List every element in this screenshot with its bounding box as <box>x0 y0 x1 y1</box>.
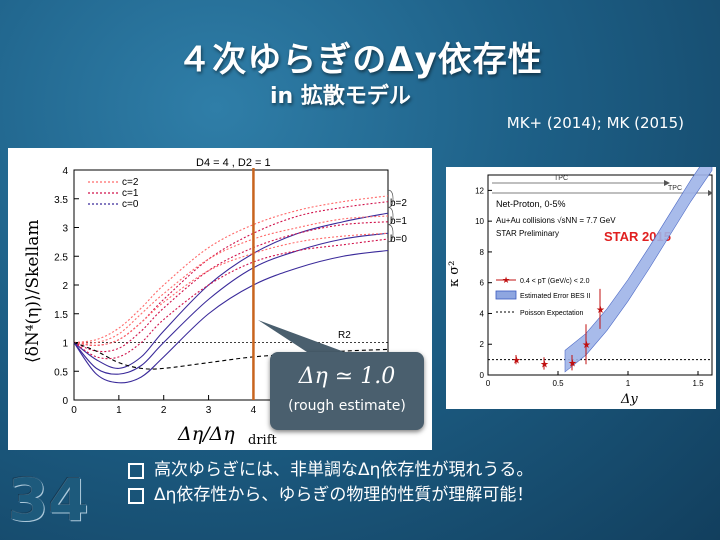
references: MK+ (2014); MK (2015) <box>506 114 684 132</box>
legend-c2: c=2 <box>122 177 139 188</box>
star-data-plot: TPC TPC Net-Proton, 0-5% Au+Au collision… <box>446 147 716 409</box>
x-tick-label: 4 <box>251 405 257 416</box>
b2-label: b=2 <box>390 198 407 209</box>
slide-subtitle: in 拡散モデル <box>270 84 411 109</box>
prelim-label: STAR Preliminary <box>496 229 559 238</box>
b-brace <box>387 207 394 225</box>
x-tick-label: 1 <box>116 405 122 416</box>
y-tick-label: 3.5 <box>54 195 68 206</box>
slide-title: ４次ゆらぎのΔy依存性 <box>177 40 543 80</box>
r2-label: R2 <box>338 330 351 341</box>
star-axes: 0 2 4 6 8 10 12 0 0.5 1 1.5 <box>475 186 704 388</box>
plot-header: D4 = 4 , D2 = 1 <box>196 157 271 169</box>
legend-error: Estimated Error BES II <box>520 293 590 300</box>
star-y-tick-label: 12 <box>475 186 484 195</box>
error-band <box>564 147 713 373</box>
y-axis-label: ⟨δN⁴(η)⟩/Skellam <box>23 219 43 363</box>
bullet-text-2: Δη依存性から、ゆらぎの物理的性質が理解可能！ <box>154 485 534 505</box>
legend-c0: c=0 <box>122 199 139 210</box>
star-x-tick-label: 0.5 <box>552 379 564 388</box>
x-tick-label: 3 <box>206 405 212 416</box>
star-y-tick-label: 2 <box>480 340 485 349</box>
b-brace <box>387 189 394 208</box>
y-tick-label: 4 <box>62 166 68 177</box>
net-proton-label: Net-Proton, 0-5% <box>496 199 566 209</box>
star-y-tick-label: 6 <box>480 279 485 288</box>
b-brace <box>387 224 394 243</box>
x-axis-label-sub: drift <box>248 433 278 448</box>
curve-b-0-c-1 <box>73 238 389 360</box>
y-tick-label: 0.5 <box>54 367 68 378</box>
star-y-label: κ σ² <box>447 261 462 287</box>
star-point: ★ <box>512 356 521 367</box>
b0-label: b=0 <box>390 234 407 245</box>
legend-c1: c=1 <box>122 188 139 199</box>
star-x-tick-label: 1 <box>626 379 631 388</box>
y-tick-label: 3 <box>62 224 68 235</box>
x-tick-label: 0 <box>71 405 77 416</box>
curve-b-2-c-0 <box>73 212 389 369</box>
legend-poisson: Poisson Expectation <box>520 310 584 317</box>
curve-b-0-c-2 <box>73 232 389 346</box>
tpc-label-2: TPC <box>668 185 682 192</box>
curve-b-0-c-0 <box>73 249 389 384</box>
plot-legend: c=2 c=1 c=0 <box>88 177 139 210</box>
star-x-label: Δy <box>620 392 638 407</box>
star-y-tick-label: 4 <box>480 309 485 318</box>
tpc-label-1: TPC <box>554 175 568 182</box>
star-y-tick-label: 10 <box>475 217 484 226</box>
plot-curves <box>73 168 394 400</box>
checkbox-bullet-icon <box>128 462 144 479</box>
svg-text:★: ★ <box>502 276 510 286</box>
star-point: ★ <box>582 340 591 351</box>
slide-number: 34 <box>8 466 89 534</box>
x-tick-label: 2 <box>161 405 167 416</box>
y-tick-label: 1.5 <box>54 310 68 321</box>
diffusion-model-plot: D4 = 4 , D2 = 1 00.511.522.533.540123456… <box>8 148 432 450</box>
callout-box: Δη ≃ 1.0 (rough estimate) <box>270 352 424 430</box>
plot-axes: 00.511.522.533.5401234567 <box>54 166 391 416</box>
bullet-item: Δη依存性から、ゆらぎの物理的性質が理解可能！ <box>128 483 533 508</box>
star-point: ★ <box>568 359 577 370</box>
star-x-tick-label: 0 <box>486 379 491 388</box>
legend-star: 0.4 < pT (GeV/c) < 2.0 <box>520 278 590 285</box>
star-point: ★ <box>540 359 549 370</box>
checkbox-bullet-icon <box>128 487 144 504</box>
y-tick-label: 1 <box>62 339 68 350</box>
bullet-list: 高次ゆらぎには、非単調なΔη依存性が現れうる。 Δη依存性から、ゆらぎの物理的性… <box>128 458 533 508</box>
b1-label: b=1 <box>390 216 407 227</box>
bullet-text-1: 高次ゆらぎには、非単調なΔη依存性が現れうる。 <box>154 460 534 480</box>
y-tick-label: 2 <box>62 281 68 292</box>
star-chart-svg: TPC TPC Net-Proton, 0-5% Au+Au collision… <box>447 147 713 407</box>
curve-b-1-c-0 <box>73 232 389 375</box>
y-tick-label: 2.5 <box>54 252 68 263</box>
star-point: ★ <box>596 305 605 316</box>
callout-note: (rough estimate) <box>288 398 406 414</box>
callout-tail <box>258 320 350 354</box>
star-x-tick-label: 1.5 <box>692 379 704 388</box>
star-y-tick-label: 8 <box>480 248 485 257</box>
star-data: ★ ★ ★ ★ ★ <box>488 147 713 373</box>
star-y-tick-label: 0 <box>480 371 485 380</box>
callout-equation: Δη ≃ 1.0 <box>298 364 396 389</box>
bullet-item: 高次ゆらぎには、非単調なΔη依存性が現れうる。 <box>128 458 533 483</box>
diffusion-chart-svg: D4 = 4 , D2 = 1 00.511.522.533.540123456… <box>23 157 407 448</box>
x-axis-label: Δη/Δη <box>177 423 235 445</box>
y-tick-label: 0 <box>62 396 68 407</box>
curve-b-2-c-2 <box>73 195 389 344</box>
system-label: Au+Au collisions √sNN = 7.7 GeV <box>496 216 616 225</box>
